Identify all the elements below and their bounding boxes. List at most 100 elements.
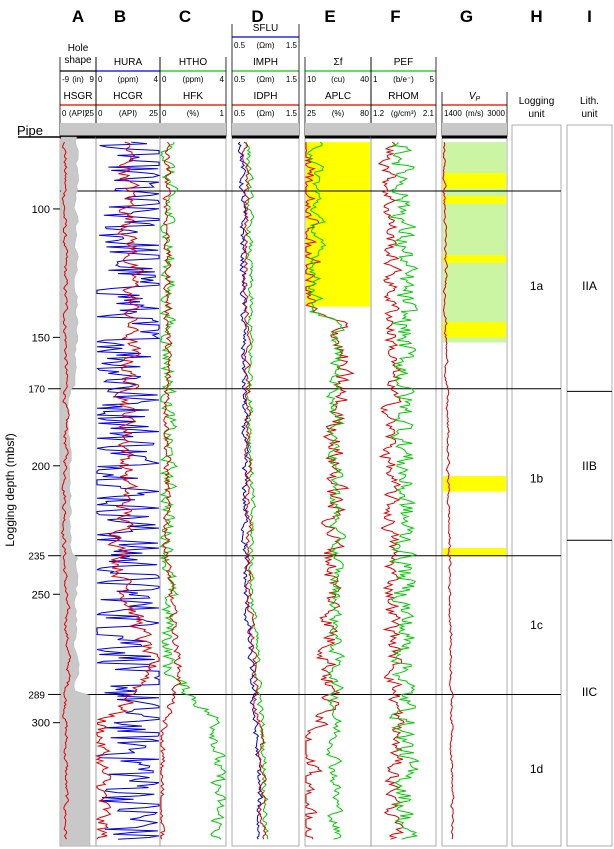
column-letter-b: B [114,7,126,26]
column-letter-c: C [179,7,191,26]
header-min-vp: 1400 [444,109,462,118]
header-max-sflu: 1.5 [286,41,298,50]
header-name-hole-shape-2: shape [64,55,92,66]
header-unit-vp: (m/s) [465,109,484,118]
htho-curve [159,142,226,840]
track-frame [231,136,300,847]
imph-curve [245,142,269,840]
header-name-hole-shape: Hole [68,43,89,54]
header-max-hole-shape: 9 [90,75,95,84]
pipe-band [96,123,160,137]
vp-yellow-fill [443,196,506,204]
pipe-label: Pipe [17,123,43,138]
header-name-idph: IDPH [254,91,278,102]
header-unit-rhom: (g/cm³) [391,109,417,118]
header-max-hura: 4 [154,75,159,84]
header-name-hcgr: HCGR [113,91,142,102]
unit-title-7-2: unit [528,109,544,120]
header-max-pef: 5 [430,75,435,84]
depth-tick-250: 250 [32,589,50,601]
header-name-sflu: SFLU [253,23,279,34]
header-min-pef: 1 [373,75,378,84]
vp-curve [442,141,455,840]
header-unit-hura: (ppm) [118,75,139,84]
header-max-idph: 1.5 [286,109,298,118]
hura-curve [95,141,161,840]
header-name-imph: IMPH [253,57,278,68]
y-axis-label: Logging depth (mbsf) [3,433,17,546]
rhom-curve [377,141,405,840]
header-unit-hole-shape: (in) [72,75,84,84]
header-min-idph: 0.5 [234,109,246,118]
header-unit-sigma-f: (cu) [331,75,345,84]
header-unit-hsgr: (API) [69,109,88,118]
column-letter-f: F [390,7,400,26]
header-max-rhom: 2.1 [423,109,435,118]
hsgr-curve [60,141,72,840]
header-min-rhom: 1.2 [373,109,385,118]
pipe-band [160,123,226,137]
pipe-band [442,123,507,137]
lith-unit-IIB: IIB [582,459,597,473]
pipe-band [60,123,96,137]
header-name-sigma-f: Σf [334,57,343,68]
pipe-band [305,123,371,137]
column-letter-h: H [530,7,542,26]
header-min-sflu: 0.5 [234,41,246,50]
header-name-hfk: HFK [183,91,203,102]
header-max-sigma-f: 40 [360,75,369,84]
header-max-hsgr: 25 [85,109,94,118]
logging-unit-1b: 1b [530,472,544,486]
column-letter-i: I [587,7,592,26]
header-max-vp: 3000 [487,109,505,118]
header-min-hcgr: 0 [98,109,103,118]
lith-unit-IIA: IIA [582,279,597,293]
header-name-vp: VP [469,91,481,103]
lith-unit-IIC: IIC [582,685,598,699]
logging-unit-1c: 1c [530,618,543,632]
header-max-hcgr: 25 [149,109,158,118]
depth-boundary-tick-289: 289 [28,690,45,701]
header-max-imph: 1.5 [286,75,298,84]
vp-yellow-fill [443,255,506,263]
depth-tick-100: 100 [32,204,50,216]
header-name-hura: HURA [114,57,143,68]
vp-yellow-fill [443,172,506,189]
depth-tick-200: 200 [32,461,50,473]
hfk-curve [159,141,183,840]
header-unit-htho: (ppm) [183,75,204,84]
vp-yellow-fill [443,476,506,492]
hcgr-curve [95,141,160,840]
sigma-f-curve [307,141,347,840]
unit-title-8-1: Lith. [580,96,599,107]
pef-curve [388,142,420,840]
header-name-pef: PEF [394,57,413,68]
unit-title-8-2: unit [581,109,597,120]
idph-curve [241,141,267,840]
unit-title-7-1: Logging [519,96,555,107]
column-letter-g: G [460,7,473,26]
track-frame [370,136,437,847]
header-max-hfk: 1 [220,109,225,118]
vp-lightgreen-fill [443,142,506,343]
header-min-imph: 0.5 [234,75,246,84]
header-unit-sflu: (Ωm) [257,41,275,50]
header-min-hole-shape: -9 [62,75,70,84]
header-max-aplc: 80 [360,109,369,118]
header-unit-pef: (b/e⁻) [393,75,414,84]
header-min-hura: 0 [98,75,103,84]
header-name-hsgr: HSGR [64,91,93,102]
pipe-band [232,123,299,137]
header-min-hfk: 0 [162,109,167,118]
unit-frame [566,124,613,847]
header-name-rhom: RHOM [388,91,419,102]
depth-tick-300: 300 [32,718,50,730]
header-name-aplc: APLC [325,91,351,102]
logging-unit-1a: 1a [530,279,544,293]
header-min-htho: 0 [162,75,167,84]
header-unit-aplc: (%) [332,109,345,118]
depth-boundary-tick-170: 170 [28,385,45,396]
column-letter-e: E [324,7,335,26]
header-name-htho: HTHO [179,57,208,68]
